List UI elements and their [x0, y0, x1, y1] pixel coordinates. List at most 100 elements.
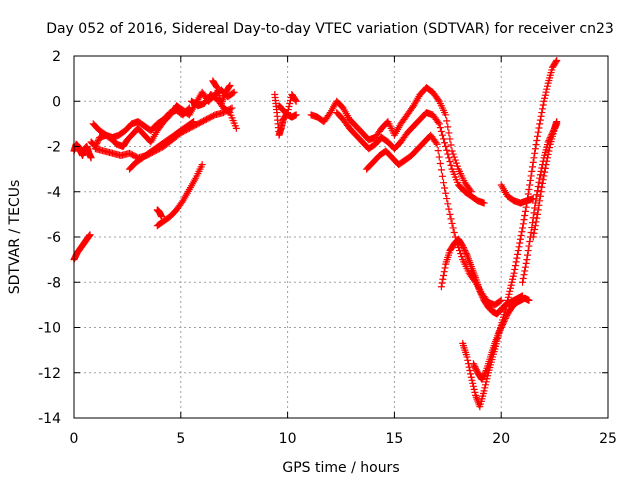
- data-point: [444, 200, 452, 208]
- data-point: [469, 379, 477, 387]
- data-point: [504, 293, 512, 301]
- data-point: [553, 57, 561, 65]
- data-point: [533, 191, 541, 199]
- data-point: [447, 141, 455, 149]
- data-point: [435, 120, 443, 128]
- y-tick-label: -2: [47, 140, 61, 156]
- data-point: [443, 117, 451, 125]
- data-point: [481, 370, 489, 378]
- data-point: [509, 272, 517, 280]
- data-point: [521, 263, 529, 271]
- data-point: [538, 109, 546, 117]
- data-point: [553, 118, 561, 126]
- data-point: [471, 388, 479, 396]
- data-point: [544, 150, 552, 158]
- data-point: [519, 220, 527, 228]
- data-point: [476, 287, 484, 295]
- data-point: [451, 156, 459, 164]
- data-point: [478, 376, 486, 384]
- data-point: [543, 157, 551, 165]
- y-tick-label: -8: [47, 275, 61, 291]
- data-point: [546, 144, 554, 152]
- data-series: [126, 118, 198, 173]
- data-series: [469, 294, 533, 384]
- data-point: [433, 140, 441, 148]
- data-point: [86, 231, 94, 239]
- data-point: [466, 366, 474, 374]
- data-point: [441, 184, 449, 192]
- data-point: [469, 382, 477, 390]
- data-point: [228, 104, 236, 112]
- data-point: [446, 210, 454, 218]
- data-point: [513, 254, 521, 262]
- data-point: [506, 287, 514, 295]
- data-point: [509, 275, 517, 283]
- data-point: [479, 293, 487, 301]
- data-point: [502, 313, 510, 321]
- data-point: [543, 82, 551, 90]
- data-point: [524, 247, 532, 255]
- data-point: [536, 174, 544, 182]
- data-point: [198, 161, 206, 169]
- data-point: [437, 127, 445, 135]
- data-point: [535, 201, 543, 209]
- data-point: [532, 141, 540, 149]
- data-point: [445, 129, 453, 137]
- data-point: [480, 387, 488, 395]
- data-point: [444, 150, 452, 158]
- data-point: [444, 123, 452, 131]
- data-point: [481, 384, 489, 392]
- data-point: [537, 167, 545, 175]
- data-point: [545, 147, 553, 155]
- data-point: [536, 171, 544, 179]
- data-point: [502, 302, 510, 310]
- data-point: [497, 296, 505, 304]
- data-point: [442, 143, 450, 150]
- data-point: [510, 269, 518, 277]
- data-point: [453, 162, 461, 170]
- data-point: [437, 283, 445, 291]
- data-point: [185, 104, 193, 112]
- data-point: [438, 279, 446, 287]
- data-point: [459, 242, 467, 250]
- data-series: [153, 206, 166, 221]
- data-point: [442, 189, 450, 197]
- data-point: [443, 195, 451, 203]
- data-point: [464, 356, 472, 364]
- data-point: [470, 361, 478, 369]
- data-point: [536, 192, 544, 200]
- data-points: [70, 57, 561, 411]
- data-point: [447, 161, 455, 169]
- data-series: [209, 77, 234, 108]
- data-point: [536, 120, 544, 128]
- data-point: [525, 242, 533, 250]
- y-tick-label: -10: [38, 321, 61, 337]
- data-point: [190, 118, 198, 126]
- data-point: [515, 243, 523, 251]
- data-point: [532, 218, 540, 226]
- data-point: [226, 81, 234, 89]
- data-series: [89, 104, 193, 141]
- data-point: [503, 299, 511, 307]
- data-point: [440, 179, 448, 187]
- data-point: [541, 164, 549, 172]
- data-point: [434, 147, 442, 155]
- data-point: [519, 274, 527, 282]
- data-point: [536, 197, 544, 205]
- data-point: [525, 296, 533, 304]
- data-point: [445, 154, 453, 162]
- data-point: [531, 199, 539, 207]
- data-point: [541, 168, 549, 176]
- data-point: [514, 250, 522, 258]
- data-point: [516, 235, 524, 243]
- x-tick-label: 10: [279, 431, 297, 447]
- data-point: [540, 97, 548, 105]
- data-point: [538, 105, 546, 113]
- data-series: [519, 120, 561, 286]
- data-point: [467, 370, 475, 378]
- data-point: [434, 118, 442, 126]
- data-point: [531, 145, 539, 153]
- data-point: [536, 116, 544, 124]
- y-tick-label: -4: [47, 185, 61, 201]
- data-point: [552, 58, 560, 66]
